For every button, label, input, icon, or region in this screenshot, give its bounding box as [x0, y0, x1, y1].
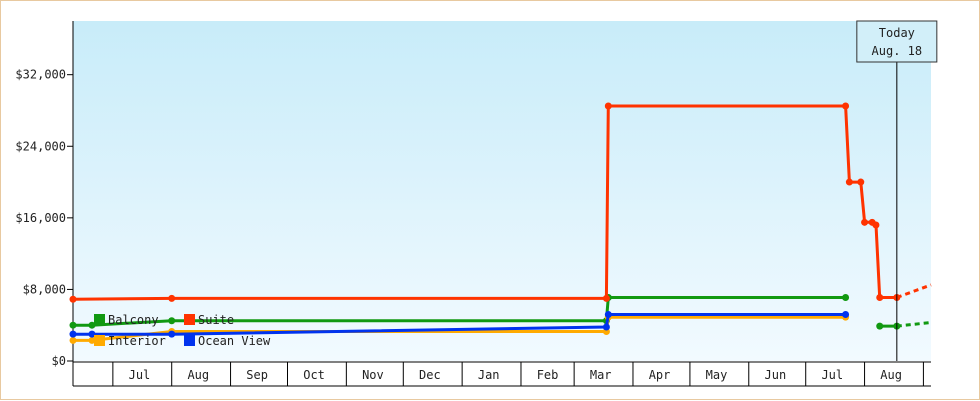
- legend-swatch-suite: [184, 314, 195, 325]
- plot-background: [73, 21, 931, 361]
- data-point-suite: [602, 294, 610, 302]
- x-tick-label: Jul: [129, 368, 151, 382]
- data-point-interior: [69, 336, 77, 344]
- y-tick-label: $0: [52, 354, 66, 368]
- today-date-label: Aug. 18: [872, 44, 923, 58]
- data-point-ocean-view: [69, 330, 77, 338]
- y-tick-label: $8,000: [23, 282, 66, 296]
- legend-label-ocean-view: Ocean View: [198, 334, 271, 348]
- data-point-suite: [845, 178, 853, 186]
- x-tick-label: Apr: [649, 368, 671, 382]
- data-point-balcony: [842, 293, 850, 301]
- x-tick-label: Jun: [765, 368, 787, 382]
- data-point-suite: [69, 295, 77, 303]
- legend-swatch-interior: [94, 335, 105, 346]
- legend-swatch-balcony: [94, 314, 105, 325]
- x-tick-label: Dec: [419, 368, 441, 382]
- today-box: [856, 20, 938, 63]
- data-point-ocean-view: [168, 330, 176, 338]
- data-point-suite: [842, 102, 850, 110]
- x-tick-label: Aug: [880, 368, 902, 382]
- x-tick-label: Nov: [362, 368, 384, 382]
- x-tick-label: Feb: [537, 368, 559, 382]
- x-tick-label: Oct: [303, 368, 325, 382]
- y-tick-label: $16,000: [15, 211, 66, 225]
- forecast-line-suite: [896, 283, 932, 299]
- data-point-suite: [861, 218, 869, 226]
- data-point-suite: [872, 221, 880, 229]
- x-tick-label: Sep: [246, 368, 268, 382]
- data-point-ocean-view: [842, 310, 850, 318]
- forecast-line-balcony: [896, 321, 932, 328]
- data-point-suite: [857, 178, 865, 186]
- data-point-suite: [604, 102, 612, 110]
- legend-label-suite: Suite: [198, 313, 234, 327]
- legend-swatch-ocean-view: [184, 335, 195, 346]
- y-tick-label: $32,000: [15, 68, 66, 82]
- legend-label-balcony: Balcony: [108, 313, 159, 327]
- data-point-balcony: [876, 322, 884, 330]
- data-point-suite: [168, 294, 176, 302]
- today-label: Today: [879, 26, 915, 40]
- today-marker: Today Aug. 18: [856, 20, 938, 361]
- series-line-suite: [72, 104, 897, 301]
- y-tick-label: $24,000: [15, 139, 66, 153]
- series-lines: [69, 102, 932, 344]
- legend-label-interior: Interior: [108, 334, 166, 348]
- data-point-balcony: [69, 321, 77, 329]
- x-tick-label: May: [706, 368, 728, 382]
- data-point-interior: [88, 336, 96, 344]
- x-tick-label: Aug: [187, 368, 209, 382]
- axes: $0 $8,000 $16,000 $24,000 $32,000 Jul Aug Sep Oc…: [15, 21, 931, 387]
- x-tick-label: Jul: [821, 368, 843, 382]
- x-tick-label: Jan: [478, 368, 500, 382]
- data-point-ocean-view: [604, 310, 612, 318]
- data-point-ocean-view: [88, 330, 96, 338]
- x-tick-label: Mar: [590, 368, 612, 382]
- data-point-balcony: [168, 317, 176, 325]
- data-point-suite: [876, 293, 884, 301]
- data-point-balcony: [88, 321, 96, 329]
- legend: Balcony Suite Interior Ocean View: [94, 313, 271, 348]
- data-point-ocean-view: [602, 323, 610, 331]
